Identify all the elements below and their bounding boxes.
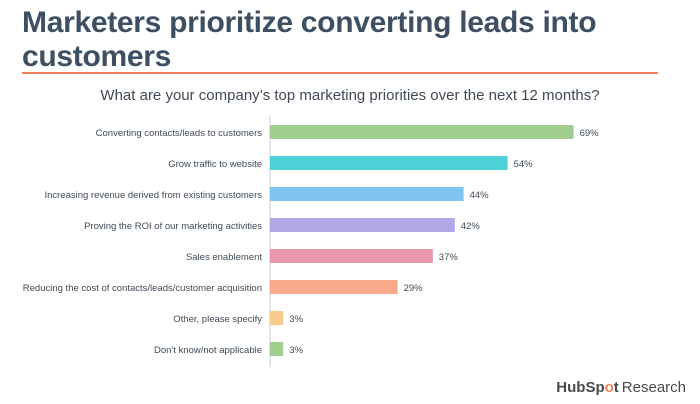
category-label: Proving the ROI of our marketing activit… [84, 221, 262, 232]
category-label: Increasing revenue derived from existing… [44, 190, 262, 201]
value-label: 42% [461, 221, 481, 232]
logo-research-text: Research [621, 379, 686, 396]
value-label: 44% [470, 190, 490, 201]
bar [270, 218, 455, 232]
category-label: Sales enablement [186, 252, 262, 263]
bar [270, 249, 433, 263]
bar [270, 125, 574, 139]
value-label: 3% [289, 345, 303, 356]
value-label: 54% [514, 159, 534, 170]
chart-title: Marketers prioritize converting leads in… [22, 6, 597, 73]
category-label: Converting contacts/leads to customers [96, 128, 263, 139]
category-label: Reducing the cost of contacts/leads/cust… [23, 283, 262, 294]
category-label: Other, please specify [173, 314, 262, 325]
value-label: 37% [439, 252, 459, 263]
logo-hubspot-text: HubSpot [556, 379, 619, 396]
category-label: Grow traffic to website [168, 159, 262, 170]
bar [270, 342, 284, 356]
bar [270, 311, 284, 325]
value-label: 29% [404, 283, 424, 294]
chart-subtitle: What are your company’s top marketing pr… [100, 87, 600, 104]
bar [270, 156, 508, 170]
bar [270, 187, 464, 201]
value-label: 69% [580, 128, 600, 139]
title-divider [22, 72, 658, 74]
bar [270, 280, 398, 294]
hubspot-research-logo: HubSpot Research [556, 379, 686, 399]
value-label: 3% [289, 314, 303, 325]
category-label: Don't know/not applicable [154, 345, 262, 356]
